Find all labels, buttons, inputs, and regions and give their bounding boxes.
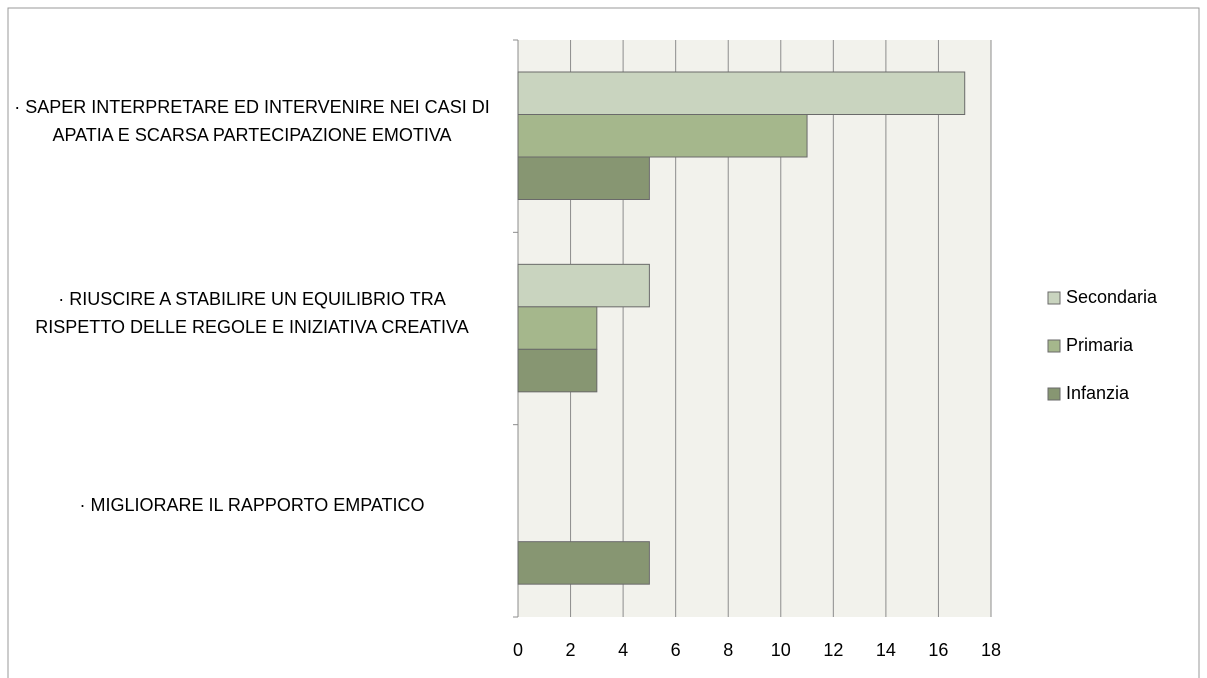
x-tick-label: 4 (618, 640, 628, 660)
x-tick-label: 16 (928, 640, 948, 660)
x-tick-label: 0 (513, 640, 523, 660)
bar (517, 114, 808, 158)
x-tick-label: 12 (823, 640, 843, 660)
x-tick-label: 2 (566, 640, 576, 660)
legend-swatch (1047, 291, 1061, 305)
bar (517, 541, 650, 585)
y-tick-label: · RIUSCIRE A STABILIRE UN EQUILIBRIO TRA… (35, 289, 469, 338)
bar (517, 71, 966, 115)
x-tick-label: 8 (723, 640, 733, 660)
x-tick-label: 6 (671, 640, 681, 660)
x-tick-label: 18 (981, 640, 1001, 660)
chart-frame (7, 7, 1200, 678)
bar (517, 306, 598, 350)
y-tick-label: · MIGLIORARE IL RAPPORTO EMPATICO (79, 495, 425, 516)
x-tick-label: 10 (771, 640, 791, 660)
legend-label: Primaria (1066, 335, 1134, 355)
y-tick-label: · SAPER INTERPRETARE ED INTERVENIRE NEI … (14, 96, 490, 145)
legend-label: Secondaria (1066, 287, 1158, 307)
legend-swatch (1047, 339, 1061, 353)
bar (517, 156, 650, 200)
bar (517, 348, 598, 393)
legend-label: Infanzia (1066, 383, 1130, 403)
bar (517, 263, 650, 308)
x-tick-label: 14 (876, 640, 896, 660)
legend-swatch (1047, 387, 1061, 401)
